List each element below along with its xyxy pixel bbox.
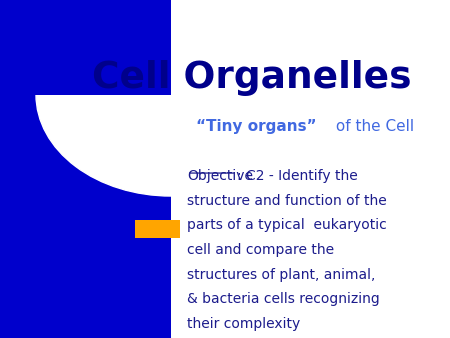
- Circle shape: [36, 0, 306, 196]
- Text: parts of a typical  eukaryotic: parts of a typical eukaryotic: [187, 218, 387, 232]
- Text: & bacteria cells recognizing: & bacteria cells recognizing: [187, 292, 379, 306]
- Text: “Tiny organs”: “Tiny organs”: [196, 119, 316, 134]
- Text: cell and compare the: cell and compare the: [187, 243, 334, 257]
- Text: of the Cell: of the Cell: [331, 119, 414, 134]
- Text: Objective: Objective: [187, 169, 253, 183]
- Text: Cell Organelles: Cell Organelles: [92, 60, 412, 96]
- Bar: [0, 0, 171, 338]
- Text: : C2 - Identify the: : C2 - Identify the: [237, 169, 358, 183]
- Bar: [0, 0, 171, 95]
- Text: structures of plant, animal,: structures of plant, animal,: [187, 268, 375, 282]
- Text: their complexity: their complexity: [187, 317, 300, 331]
- Bar: [135, 220, 180, 238]
- Text: structure and function of the: structure and function of the: [187, 194, 387, 208]
